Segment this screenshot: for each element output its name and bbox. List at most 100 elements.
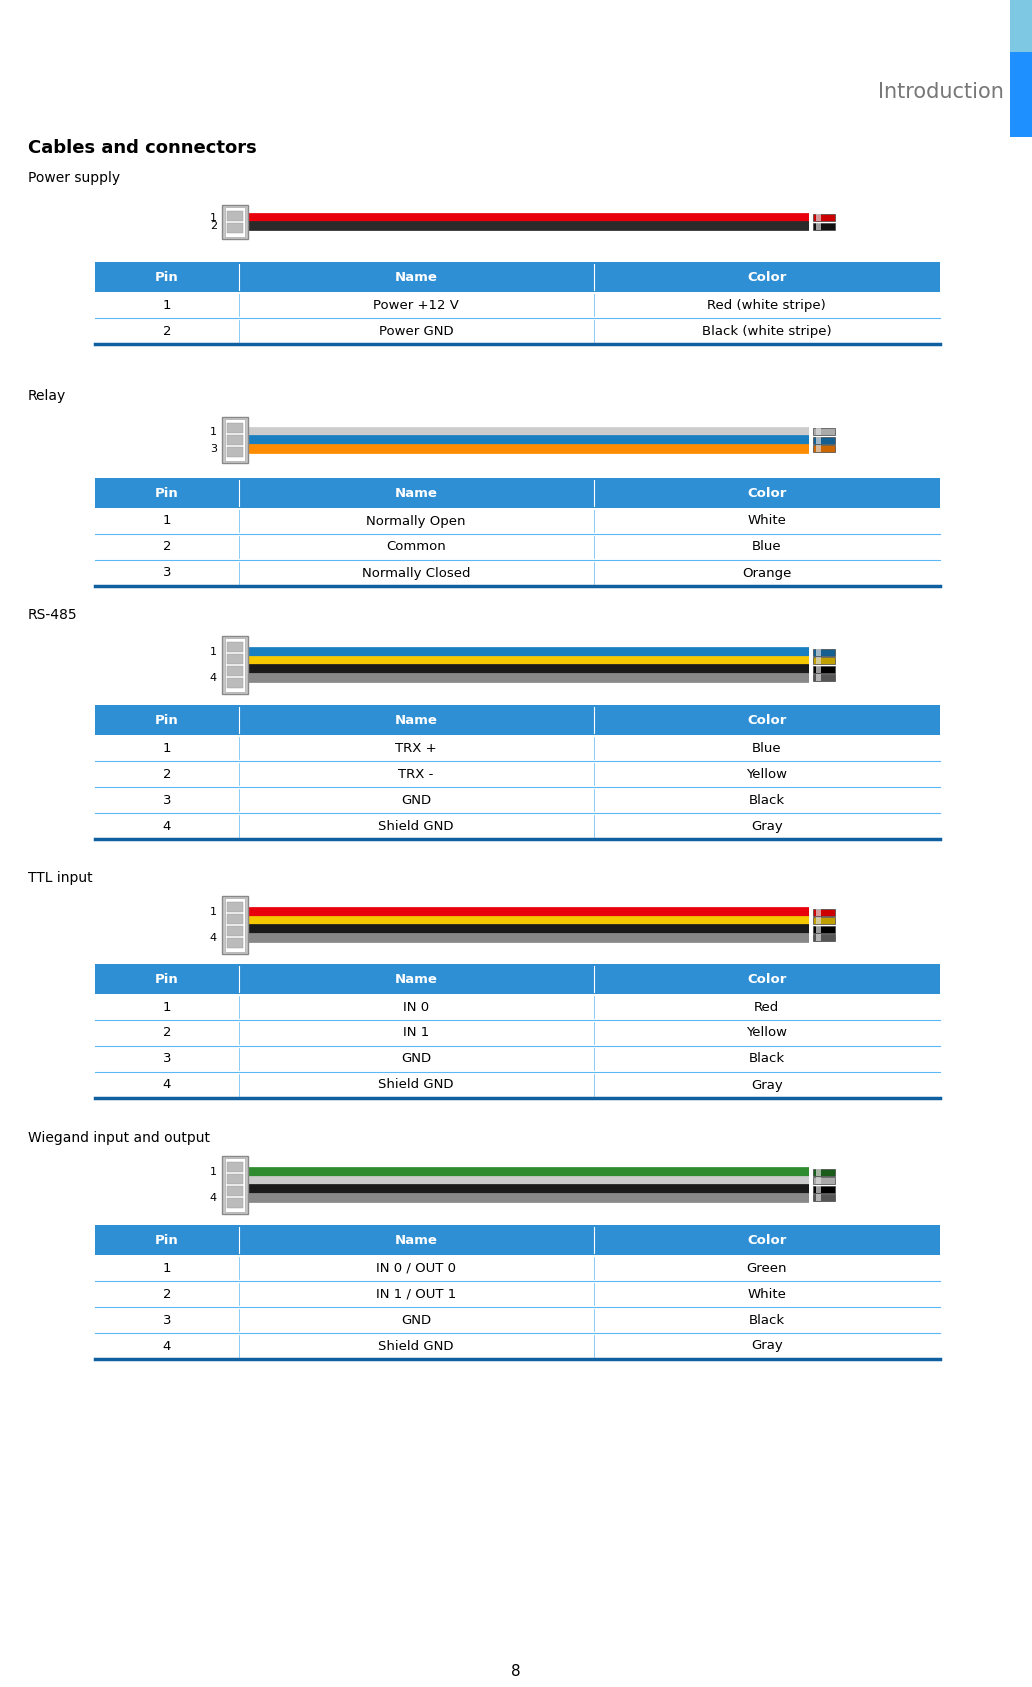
Text: Color: Color bbox=[747, 972, 786, 985]
Bar bbox=[227, 1198, 243, 1208]
Bar bbox=[813, 437, 835, 444]
Text: Name: Name bbox=[394, 714, 438, 727]
Bar bbox=[816, 918, 821, 924]
Text: TTL input: TTL input bbox=[28, 870, 93, 886]
Bar bbox=[227, 447, 243, 457]
Bar bbox=[816, 1169, 821, 1176]
Bar bbox=[227, 423, 243, 434]
Text: Orange: Orange bbox=[742, 567, 792, 580]
Bar bbox=[227, 903, 243, 913]
Text: Black: Black bbox=[748, 793, 785, 806]
Text: Power +12 V: Power +12 V bbox=[374, 299, 459, 312]
Bar bbox=[813, 1169, 835, 1176]
Text: 8: 8 bbox=[511, 1665, 521, 1680]
Text: Black: Black bbox=[748, 1314, 785, 1326]
Text: 2: 2 bbox=[209, 221, 217, 231]
Text: 3: 3 bbox=[209, 444, 217, 454]
Text: Red: Red bbox=[754, 1000, 779, 1014]
Text: Wiegand input and output: Wiegand input and output bbox=[28, 1130, 209, 1145]
Text: 1: 1 bbox=[163, 515, 171, 528]
Text: Relay: Relay bbox=[28, 390, 66, 403]
Text: Blue: Blue bbox=[752, 742, 781, 754]
Bar bbox=[813, 223, 835, 229]
Bar bbox=[813, 909, 835, 916]
Bar bbox=[1010, 52, 1032, 137]
Text: 4: 4 bbox=[163, 820, 171, 832]
Bar bbox=[813, 1178, 835, 1184]
Bar bbox=[816, 666, 821, 673]
Text: Pin: Pin bbox=[155, 972, 179, 985]
Text: 1: 1 bbox=[163, 742, 171, 754]
Text: 4: 4 bbox=[209, 933, 217, 943]
Bar bbox=[225, 1157, 245, 1211]
Bar bbox=[816, 675, 821, 682]
Text: White: White bbox=[747, 515, 786, 528]
Text: 1: 1 bbox=[209, 648, 217, 658]
Text: 1: 1 bbox=[209, 908, 217, 918]
Bar bbox=[813, 428, 835, 435]
Text: Name: Name bbox=[394, 270, 438, 283]
Text: Color: Color bbox=[747, 270, 786, 283]
Text: Gray: Gray bbox=[751, 820, 782, 832]
Text: 2: 2 bbox=[163, 1026, 171, 1039]
Bar bbox=[816, 1178, 821, 1184]
Text: 4: 4 bbox=[209, 1193, 217, 1203]
Text: GND: GND bbox=[401, 1314, 431, 1326]
Text: 3: 3 bbox=[163, 1053, 171, 1066]
Text: Gray: Gray bbox=[751, 1339, 782, 1353]
Bar bbox=[225, 208, 245, 236]
Bar bbox=[813, 918, 835, 924]
Bar bbox=[816, 223, 821, 229]
Text: IN 0 / OUT 0: IN 0 / OUT 0 bbox=[376, 1262, 456, 1274]
Bar bbox=[813, 649, 835, 656]
Text: Normally Closed: Normally Closed bbox=[362, 567, 471, 580]
Bar bbox=[816, 428, 821, 435]
Bar bbox=[813, 214, 835, 221]
Bar bbox=[225, 418, 245, 461]
Bar bbox=[222, 636, 248, 693]
Text: Black (white stripe): Black (white stripe) bbox=[702, 324, 832, 337]
Text: 3: 3 bbox=[163, 1314, 171, 1326]
Text: Name: Name bbox=[394, 1233, 438, 1247]
Bar bbox=[816, 935, 821, 941]
Bar bbox=[222, 417, 248, 462]
Bar bbox=[227, 1162, 243, 1172]
Text: Shield GND: Shield GND bbox=[379, 1078, 454, 1091]
Bar bbox=[816, 658, 821, 665]
Bar bbox=[222, 206, 248, 240]
Text: Gray: Gray bbox=[751, 1078, 782, 1091]
Text: 2: 2 bbox=[163, 324, 171, 337]
Text: 2: 2 bbox=[163, 1287, 171, 1301]
Text: 1: 1 bbox=[209, 1167, 217, 1178]
Bar bbox=[225, 638, 245, 692]
Text: Name: Name bbox=[394, 972, 438, 985]
Bar bbox=[813, 935, 835, 941]
Bar bbox=[227, 643, 243, 651]
Bar bbox=[1010, 0, 1032, 52]
Bar bbox=[816, 1186, 821, 1193]
Text: 2: 2 bbox=[163, 768, 171, 781]
Text: Color: Color bbox=[747, 486, 786, 499]
Text: 4: 4 bbox=[163, 1339, 171, 1353]
Bar bbox=[227, 938, 243, 948]
Bar bbox=[227, 1186, 243, 1196]
Bar bbox=[813, 1186, 835, 1193]
Text: 1: 1 bbox=[209, 427, 217, 437]
Bar bbox=[222, 896, 248, 955]
Bar bbox=[95, 1225, 940, 1255]
Bar bbox=[222, 1156, 248, 1215]
Bar bbox=[813, 658, 835, 665]
Bar bbox=[227, 926, 243, 936]
Bar bbox=[227, 666, 243, 676]
Bar bbox=[95, 261, 940, 292]
Text: Color: Color bbox=[747, 714, 786, 727]
Text: Yellow: Yellow bbox=[746, 768, 787, 781]
Bar bbox=[227, 223, 243, 233]
Text: 2: 2 bbox=[163, 540, 171, 553]
Text: Cables and connectors: Cables and connectors bbox=[28, 138, 257, 157]
Bar bbox=[95, 705, 940, 736]
Text: TRX +: TRX + bbox=[395, 742, 437, 754]
Bar bbox=[227, 211, 243, 221]
Text: Pin: Pin bbox=[155, 270, 179, 283]
Bar bbox=[227, 435, 243, 445]
